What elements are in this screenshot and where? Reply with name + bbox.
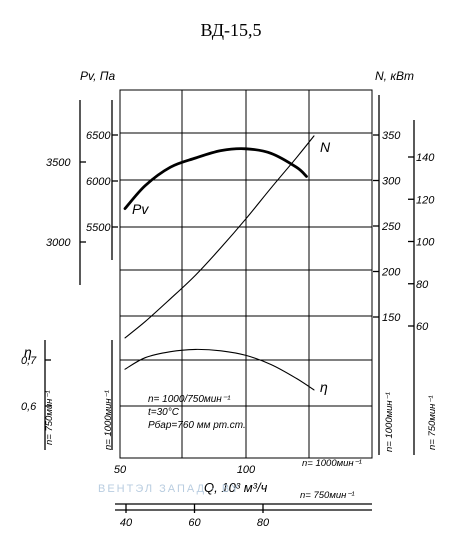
flow-n750-tick-label-2: 80	[257, 517, 270, 529]
chart-series: Pv Nη	[123, 135, 331, 395]
flow-n750-tick-label-1: 60	[188, 517, 201, 529]
right-inner-speed-label: n= 1000мин⁻¹	[384, 392, 395, 452]
chart-tick-labels: 6500 6000 5500 3500 3000 0,7 0,6 350 300 250 200 15…	[21, 130, 435, 529]
pressure-n1000-tick-label-0: 6500	[86, 130, 111, 142]
right-outer-speed-label: n= 750мин⁻¹	[427, 395, 438, 450]
pressure-n750-tick-label-0: 3500	[46, 157, 71, 169]
series-pv-curve	[123, 147, 308, 210]
annotation-temperature: t=30°C	[148, 407, 180, 418]
flow-n750-tick-label-0: 40	[120, 517, 133, 529]
pressure-n1000-tick-label-1: 6000	[86, 176, 111, 188]
watermark: ВЕНТЭЛ ЗАПАД · BY	[98, 483, 241, 495]
power-n750-tick-label-0: 140	[416, 152, 435, 164]
x-axis-label: Q, 10³ м³/ч	[204, 480, 268, 495]
chart-axes	[44, 95, 415, 511]
flow-n1000-tick-label-1: 100	[237, 464, 256, 476]
power-n750-tick-label-3: 80	[416, 279, 429, 291]
left-inner-speed-label: n= 1000мин⁻¹	[103, 390, 114, 450]
power-n1000-tick-label-1: 300	[382, 176, 401, 188]
annotation-pressure: Pбар=760 мм рт.ст.	[148, 419, 246, 431]
series-eta-label: η	[320, 379, 328, 395]
x-axis-n1000-label: n= 1000мин⁻¹	[302, 458, 362, 469]
efficiency-tick-label-1: 0,6	[21, 401, 37, 413]
pressure-axis-label: Pv, Па	[80, 69, 115, 83]
series-eta-curve	[124, 348, 315, 391]
efficiency-tick-label-0: 0,7	[21, 355, 37, 367]
chart-title: ВД-15,5	[200, 20, 261, 40]
power-n1000-tick-label-3: 200	[381, 267, 401, 279]
series-n-label: N	[320, 139, 331, 155]
annotation-speed: n= 1000/750мин⁻¹	[148, 394, 231, 405]
x-axis-n750-label: n= 750мин⁻¹	[300, 490, 355, 501]
power-n1000-tick-label-0: 350	[382, 130, 401, 142]
flow-n1000-tick-label-0: 50	[114, 464, 127, 476]
power-axis-label: N, кВт	[375, 69, 414, 83]
pressure-n750-tick-label-1: 3000	[46, 237, 71, 249]
series-pv-label: Pv	[132, 201, 149, 217]
power-n750-tick-label-1: 120	[416, 194, 435, 206]
power-n1000-tick-label-2: 250	[381, 221, 401, 233]
series-n-curve	[124, 135, 315, 339]
pressure-n1000-tick-label-2: 5500	[86, 222, 111, 234]
chart-grid	[119, 89, 373, 459]
power-n1000-tick-label-4: 150	[382, 312, 401, 324]
power-n750-tick-label-2: 100	[416, 237, 435, 249]
power-n750-tick-label-4: 60	[416, 321, 429, 333]
efficiency-axis-label: η	[24, 344, 32, 360]
left-outer-speed-label: n= 750мин⁻¹	[44, 390, 55, 445]
